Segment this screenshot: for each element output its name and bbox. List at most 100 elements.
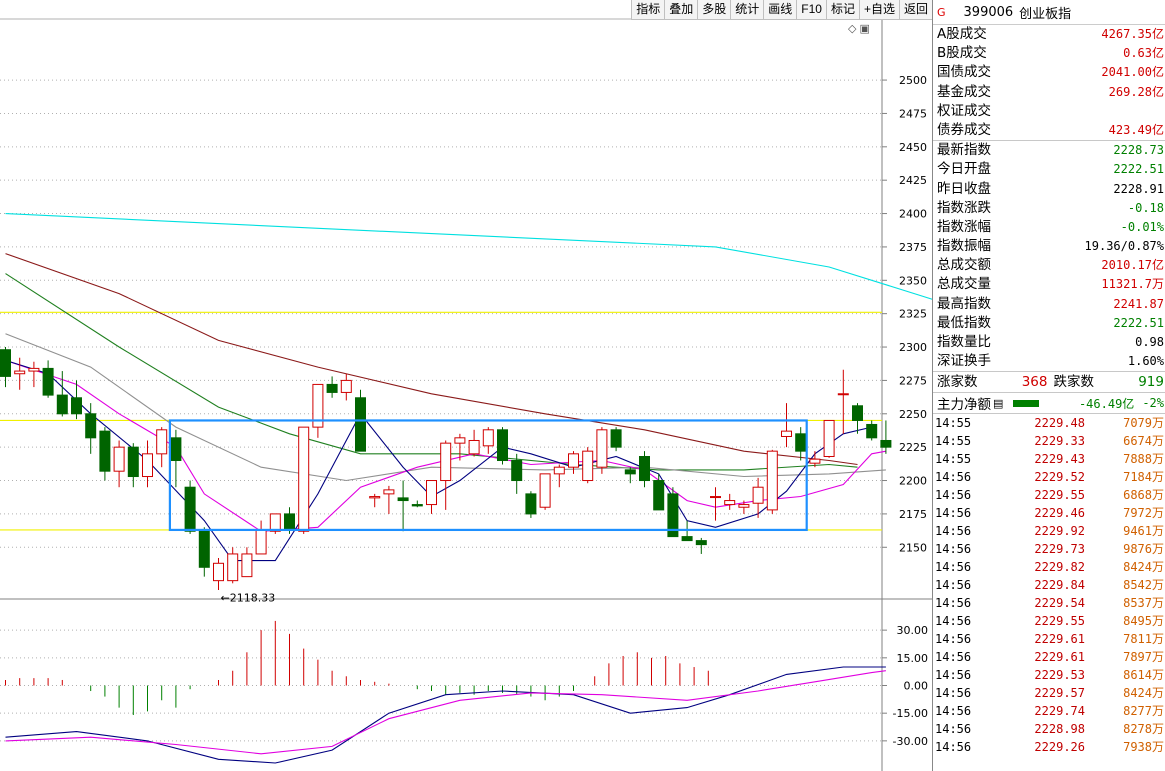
toolbar-mark-button[interactable]: 标记 xyxy=(825,0,859,19)
square-icon[interactable]: ▣ xyxy=(859,23,870,35)
price-tick-label: 2425 xyxy=(899,174,927,187)
tick-price: 2229.61 xyxy=(1034,650,1085,665)
toolbar-back-button[interactable]: 返回 xyxy=(898,0,932,19)
candle-body xyxy=(340,379,352,393)
tick-row[interactable]: 14:56 2229.55 6868万 xyxy=(933,486,1165,504)
quote-label: 指数振幅 xyxy=(937,238,991,255)
chart-area[interactable]: 2500 2475 2450 2425 2400 2375 2350 2325 2300 2275… xyxy=(0,0,932,771)
candle-body xyxy=(426,480,437,506)
quote-row: A股成交 4267.35亿 xyxy=(933,25,1165,44)
quote-label: 昨日收盘 xyxy=(937,180,991,197)
tick-price: 2229.52 xyxy=(1034,470,1085,485)
tick-row[interactable]: 14:55 2229.43 7888万 xyxy=(933,450,1165,468)
quote-value: -0.01% xyxy=(1120,219,1164,234)
tick-row[interactable]: 14:56 2229.26 7938万 xyxy=(933,738,1165,756)
price-tick-label: 2275 xyxy=(899,374,927,387)
tick-row[interactable]: 14:56 2229.52 7184万 xyxy=(933,468,1165,486)
quote-value: 269.28亿 xyxy=(1108,84,1164,99)
mainforce-toggle-icon[interactable]: ▤ xyxy=(993,396,1004,410)
mainforce-pct: -2% xyxy=(1142,396,1164,411)
tick-price: 2229.53 xyxy=(1034,668,1085,683)
moving-average-line xyxy=(5,273,858,471)
mainforce-row: 主力净额 ▤ -46.49亿 -2% xyxy=(933,392,1165,415)
down-count-value: 919 xyxy=(1138,374,1164,391)
tick-row[interactable]: 14:56 2229.92 9461万 xyxy=(933,522,1165,540)
candle-body xyxy=(227,553,239,582)
tick-volume: 6868万 xyxy=(1123,488,1164,503)
kline-chart[interactable]: 2500 2475 2450 2425 2400 2375 2350 2325 2300 2275… xyxy=(0,0,932,771)
tick-row[interactable]: 14:55 2229.33 6674万 xyxy=(933,432,1165,450)
candle-body xyxy=(127,446,139,478)
candle-body xyxy=(738,504,750,508)
toolbar-multi-stock-button[interactable]: 多股 xyxy=(697,0,730,19)
tick-row[interactable]: 14:56 2229.53 8614万 xyxy=(933,666,1165,684)
candle-body xyxy=(383,489,395,495)
candle-body xyxy=(411,504,423,507)
quote-value: 2010.17亿 xyxy=(1101,258,1164,273)
quote-row: 指数涨幅 -0.01% xyxy=(933,218,1165,237)
price-tick-label: 2475 xyxy=(899,107,927,120)
indicator-tick-label: -15.00 xyxy=(893,707,928,720)
toolbar-overlay-button[interactable]: 叠加 xyxy=(664,0,697,19)
candle-body xyxy=(198,530,210,568)
candle-body xyxy=(525,493,537,515)
tick-list[interactable]: 14:55 2229.48 7079万 14:55 2229.33 6674万 14:55 2… xyxy=(933,414,1165,756)
tick-price: 2229.55 xyxy=(1034,614,1085,629)
toolbar-statistics-button[interactable]: 统计 xyxy=(730,0,763,19)
toolbar-indicator-button[interactable]: 指标 xyxy=(631,0,664,19)
tick-time: 14:56 xyxy=(935,668,972,683)
tick-time: 14:56 xyxy=(935,740,972,755)
tick-row[interactable]: 14:56 2229.61 7897万 xyxy=(933,648,1165,666)
candle-body xyxy=(312,383,324,428)
candle-body xyxy=(284,513,295,531)
candle-body xyxy=(681,536,693,542)
price-tick-label: 2375 xyxy=(899,241,927,254)
tick-row[interactable]: 14:56 2229.55 8495万 xyxy=(933,612,1165,630)
moving-average-line xyxy=(5,253,858,466)
tick-row[interactable]: 14:56 2229.54 8537万 xyxy=(933,594,1165,612)
quote-label: 最新指数 xyxy=(937,142,991,159)
diamond-icon[interactable]: ◇ xyxy=(848,23,857,35)
tick-time: 14:56 xyxy=(935,578,972,593)
tick-row[interactable]: 14:56 2228.98 8278万 xyxy=(933,720,1165,738)
price-tick-label: 2500 xyxy=(899,74,927,87)
quote-value: 2228.91 xyxy=(1113,181,1164,196)
candle-body xyxy=(184,486,196,532)
quote-row: 指数量比 0.98 xyxy=(933,333,1165,352)
tick-row[interactable]: 14:56 2229.82 8424万 xyxy=(933,558,1165,576)
candle-body xyxy=(71,397,82,415)
toolbar-add-watchlist-button[interactable]: +自选 xyxy=(858,0,899,19)
candle-body xyxy=(355,397,366,452)
tick-time: 14:55 xyxy=(935,416,972,431)
candle-body xyxy=(56,394,68,415)
tick-row[interactable]: 14:56 2229.73 9876万 xyxy=(933,540,1165,558)
quote-row: 指数振幅 19.36/0.87% xyxy=(933,237,1165,256)
mainforce-bar xyxy=(1013,399,1040,407)
candle-body xyxy=(852,405,863,421)
tick-time: 14:56 xyxy=(935,524,972,539)
candle-body xyxy=(823,419,835,458)
tick-row[interactable]: 14:55 2229.48 7079万 xyxy=(933,414,1165,432)
quote-row: 最低指数 2222.51 xyxy=(933,314,1165,333)
toolbar-draw-line-button[interactable]: 画线 xyxy=(763,0,796,19)
toolbar-f10-button[interactable]: F10 xyxy=(796,0,826,19)
quote-label: 总成交量 xyxy=(937,276,991,293)
candle-body xyxy=(454,437,466,444)
candle-body xyxy=(752,486,764,504)
tick-row[interactable]: 14:56 2229.46 7972万 xyxy=(933,504,1165,522)
up-count-label: 涨家数 xyxy=(937,374,978,391)
tick-row[interactable]: 14:56 2229.84 8542万 xyxy=(933,576,1165,594)
candle-body xyxy=(809,458,821,464)
candle-body xyxy=(653,480,665,511)
quote-row: 总成交量 11321.7万 xyxy=(933,275,1165,294)
tick-time: 14:55 xyxy=(935,434,972,449)
candle-body xyxy=(269,513,281,532)
tick-row[interactable]: 14:56 2229.74 8277万 xyxy=(933,702,1165,720)
tick-volume: 7897万 xyxy=(1123,650,1164,665)
tick-volume: 9461万 xyxy=(1123,524,1164,539)
quote-rows: A股成交 4267.35亿 B股成交 0.63亿 国债成交 2041.00亿 基金成交 269… xyxy=(933,25,1165,371)
tick-price: 2229.61 xyxy=(1034,632,1085,647)
indicator-line xyxy=(5,666,886,764)
tick-row[interactable]: 14:56 2229.57 8424万 xyxy=(933,684,1165,702)
tick-row[interactable]: 14:56 2229.61 7811万 xyxy=(933,630,1165,648)
